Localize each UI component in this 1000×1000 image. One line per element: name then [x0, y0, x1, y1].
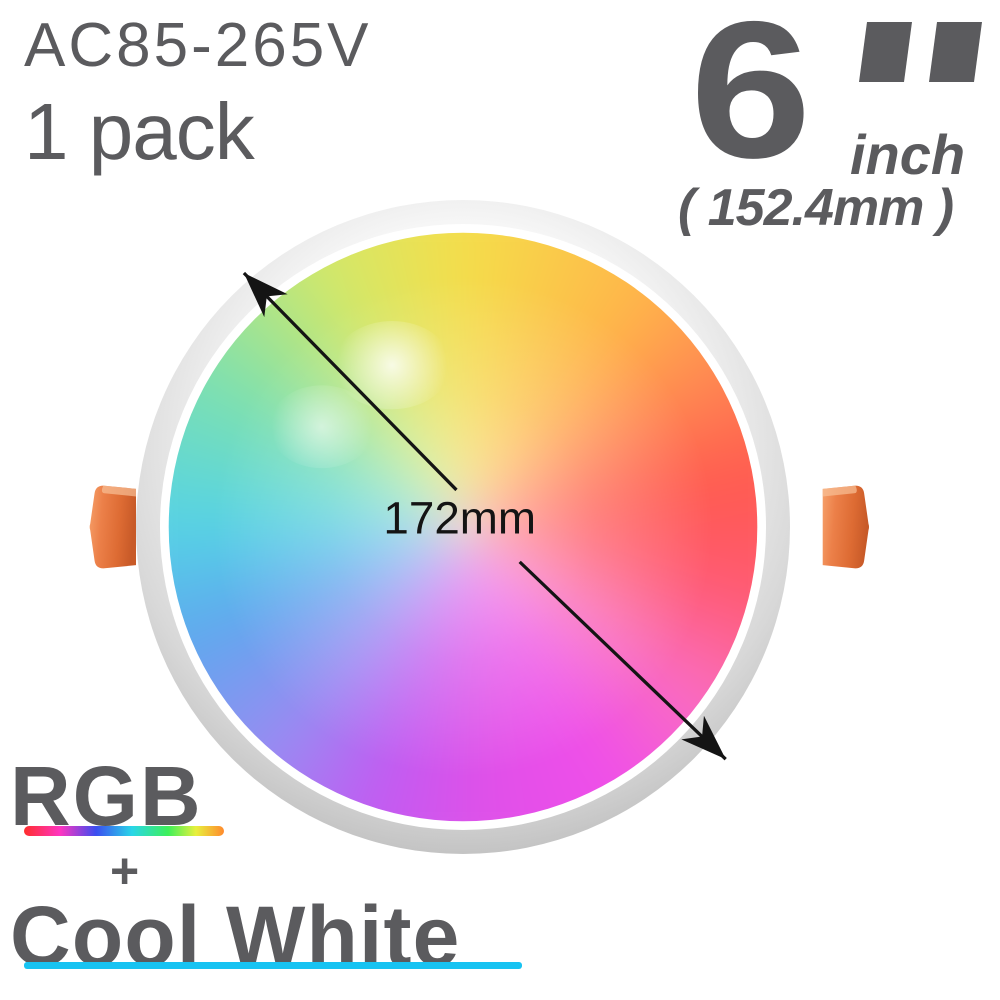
svg-text:172mm: 172mm: [383, 493, 536, 544]
